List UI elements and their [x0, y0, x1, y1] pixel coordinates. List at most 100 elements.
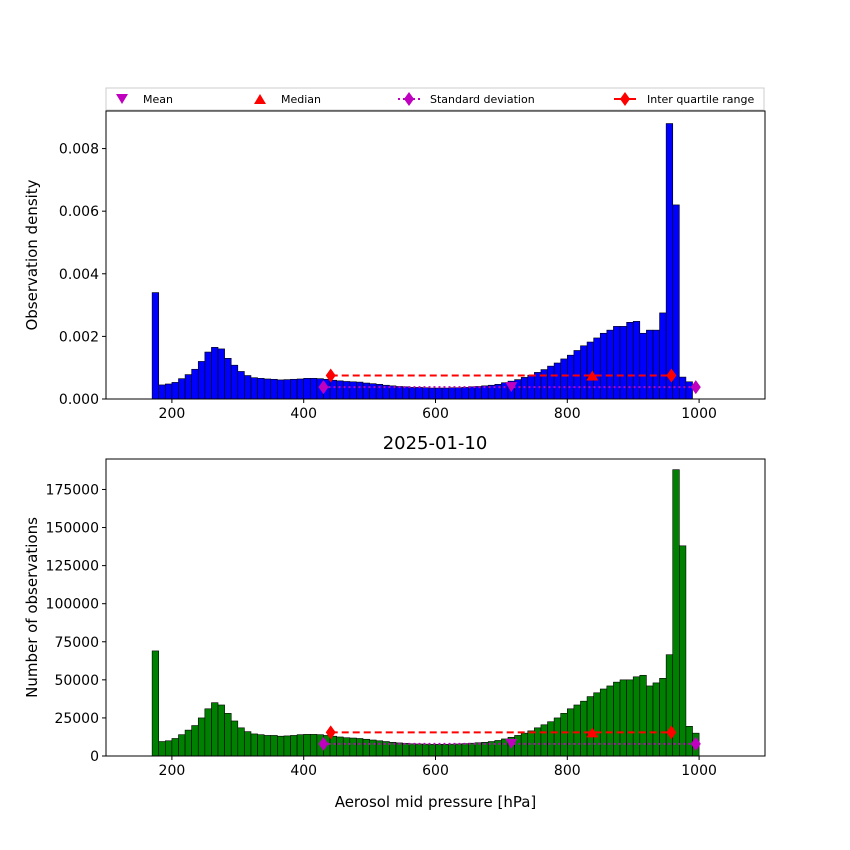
histogram-bar [329, 735, 337, 757]
histogram-bar [560, 358, 568, 400]
histogram-bar [540, 724, 548, 757]
histogram-bar [646, 329, 654, 400]
y-tick-label: 50000 [54, 673, 99, 689]
histogram-bar [454, 743, 463, 757]
legend-frame [105, 87, 765, 111]
histogram-bar [257, 734, 265, 757]
histogram-bar [204, 351, 212, 400]
histogram-bar [586, 696, 594, 757]
iqr-marker [666, 725, 677, 740]
legend-median-marker [254, 94, 266, 104]
histogram-bar [619, 326, 627, 400]
histogram-bar [211, 347, 219, 400]
histogram-bar [468, 742, 476, 757]
histogram-bar [685, 381, 693, 400]
histogram-bar [158, 384, 166, 400]
histogram-bar [428, 387, 436, 400]
std-marker [690, 736, 701, 751]
histogram-bar [560, 713, 568, 757]
y-axis-label: Observation density [23, 179, 41, 330]
histogram-bar [158, 741, 166, 757]
histogram-bar [415, 743, 423, 757]
median-marker [586, 727, 599, 738]
y-tick-label: 125000 [46, 559, 99, 575]
histogram-bar [441, 387, 449, 400]
histogram-bar [204, 708, 212, 757]
histogram-bar [369, 739, 377, 757]
histogram-bar [422, 743, 430, 757]
histogram-bar [599, 332, 608, 400]
histogram-bar [191, 368, 199, 400]
histogram-bar [461, 743, 469, 757]
y-tick-label: 0.008 [59, 142, 99, 158]
histogram-bar [211, 702, 219, 757]
histogram-bar [652, 329, 660, 400]
legend-std-marker [404, 92, 414, 106]
median-marker [586, 370, 599, 381]
histogram-bar [547, 721, 555, 757]
histogram-bar [244, 375, 252, 400]
histogram-bar [580, 700, 588, 757]
histogram-bar [520, 377, 529, 400]
legend-mean-marker [116, 94, 128, 104]
iqr-marker [325, 725, 336, 740]
histogram-bar [217, 348, 225, 400]
y-tick-label: 25000 [54, 711, 99, 727]
x-tick-label: 600 [422, 763, 449, 779]
histogram-bar [349, 737, 357, 757]
histogram-bar [441, 743, 449, 757]
iqr-marker [666, 368, 677, 383]
x-tick-label: 1000 [681, 763, 717, 779]
histogram-bar [329, 379, 337, 400]
histogram-bar [356, 738, 364, 757]
histogram-bar [171, 738, 179, 757]
histogram-bar [250, 377, 258, 400]
y-tick-label: 0.002 [59, 329, 99, 345]
y-tick-label: 0.000 [59, 392, 99, 408]
histogram-bar [237, 727, 245, 757]
histogram-bar [230, 364, 239, 400]
histogram-bar [501, 382, 509, 400]
histogram-bar [580, 345, 588, 400]
legend-label-iqr: Inter quartile range [647, 93, 754, 106]
histogram-bar [435, 387, 443, 400]
histogram-bar [270, 378, 278, 400]
histogram-bar [639, 332, 647, 400]
histogram-bar [606, 329, 614, 400]
histogram-bar [659, 312, 667, 400]
histogram-bar [402, 386, 410, 400]
histogram-bar [461, 387, 469, 400]
std-marker [318, 380, 329, 395]
histogram-bar [303, 734, 311, 757]
top-density-panel: 200 400 600 800 1000 0.000 0.002 0.004 0.006 0.00… [23, 110, 766, 422]
histogram-bar [652, 682, 660, 757]
histogram-bar [415, 387, 423, 400]
histogram-bar [197, 361, 206, 400]
histogram-bar [573, 704, 581, 757]
histogram-bar [362, 738, 370, 757]
histogram-bar [646, 685, 654, 757]
y-tick-label: 75000 [54, 635, 99, 651]
histogram-bar [224, 713, 232, 757]
mean-marker [505, 382, 518, 393]
histogram-bar [593, 337, 601, 400]
histogram-bar [613, 681, 621, 757]
y-axis-label: Number of observations [23, 517, 41, 698]
x-tick-label: 400 [290, 763, 317, 779]
histogram-bar [679, 545, 687, 757]
histogram-bar [395, 742, 403, 757]
histogram-bar [547, 365, 555, 400]
mean-marker [505, 738, 518, 749]
histogram-bar [474, 386, 482, 400]
histogram-bar [197, 717, 206, 757]
histogram-bar [362, 382, 370, 400]
x-tick-label: 600 [422, 406, 449, 422]
histogram-bar [553, 362, 562, 400]
figure-title: 2025-01-10 [383, 433, 488, 454]
histogram-bar [468, 386, 476, 400]
legend-label-mean: Mean [143, 93, 173, 106]
histogram-bar [303, 378, 311, 400]
y-tick-label: 175000 [46, 482, 99, 498]
histogram-bar [217, 704, 225, 757]
